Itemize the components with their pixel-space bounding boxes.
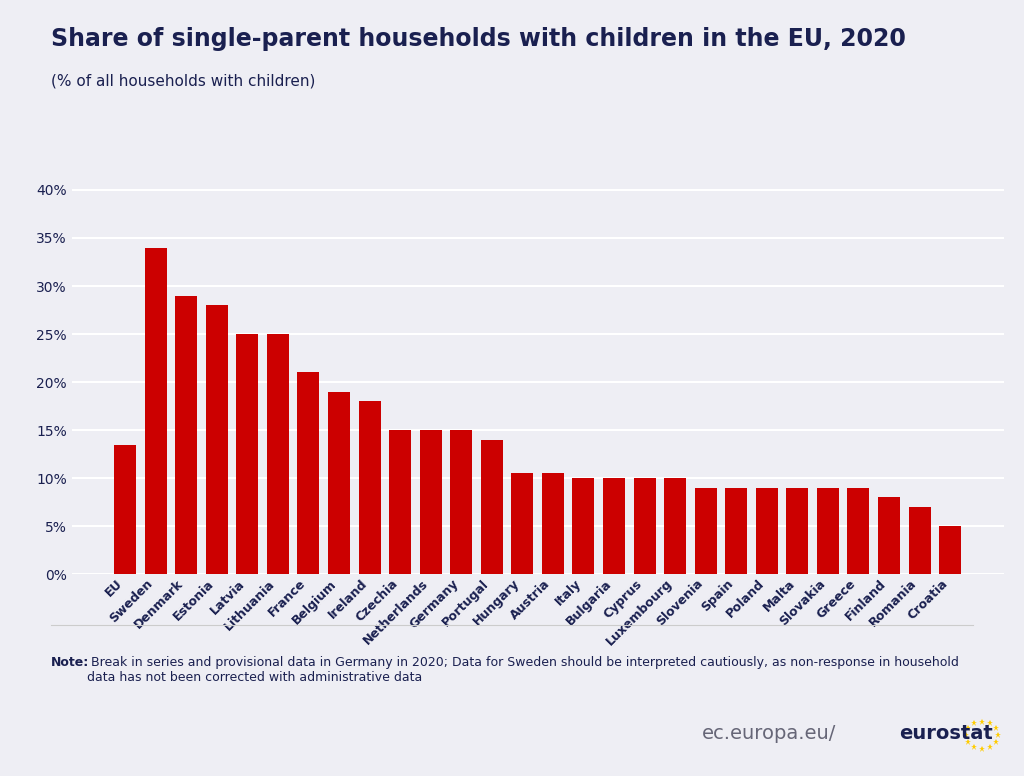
Bar xyxy=(451,430,472,574)
Bar xyxy=(297,372,319,574)
Bar xyxy=(358,401,381,574)
Bar xyxy=(420,430,441,574)
Bar xyxy=(634,478,655,574)
Bar xyxy=(267,334,289,574)
Bar xyxy=(603,478,625,574)
Text: ec.europa.eu/: ec.europa.eu/ xyxy=(701,724,836,743)
Bar xyxy=(786,488,808,574)
Bar xyxy=(572,478,595,574)
Bar xyxy=(939,526,962,574)
Bar xyxy=(175,296,198,574)
Text: (% of all households with children): (% of all households with children) xyxy=(51,74,315,88)
Bar xyxy=(328,392,350,574)
Bar xyxy=(237,334,258,574)
Bar xyxy=(144,248,167,574)
Text: Break in series and provisional data in Germany in 2020; Data for Sweden should : Break in series and provisional data in … xyxy=(87,656,958,684)
Bar xyxy=(114,445,136,574)
Text: Share of single-parent households with children in the EU, 2020: Share of single-parent households with c… xyxy=(51,27,906,51)
Bar xyxy=(694,488,717,574)
Text: eurostat: eurostat xyxy=(899,724,993,743)
Bar xyxy=(542,473,564,574)
Bar xyxy=(817,488,839,574)
Bar xyxy=(725,488,748,574)
Bar xyxy=(206,305,227,574)
Bar xyxy=(908,507,931,574)
Bar xyxy=(756,488,778,574)
Bar xyxy=(389,430,411,574)
Text: Note:: Note: xyxy=(51,656,89,669)
Bar xyxy=(511,473,534,574)
Bar xyxy=(480,440,503,574)
Bar xyxy=(848,488,869,574)
Bar xyxy=(878,497,900,574)
Bar xyxy=(665,478,686,574)
